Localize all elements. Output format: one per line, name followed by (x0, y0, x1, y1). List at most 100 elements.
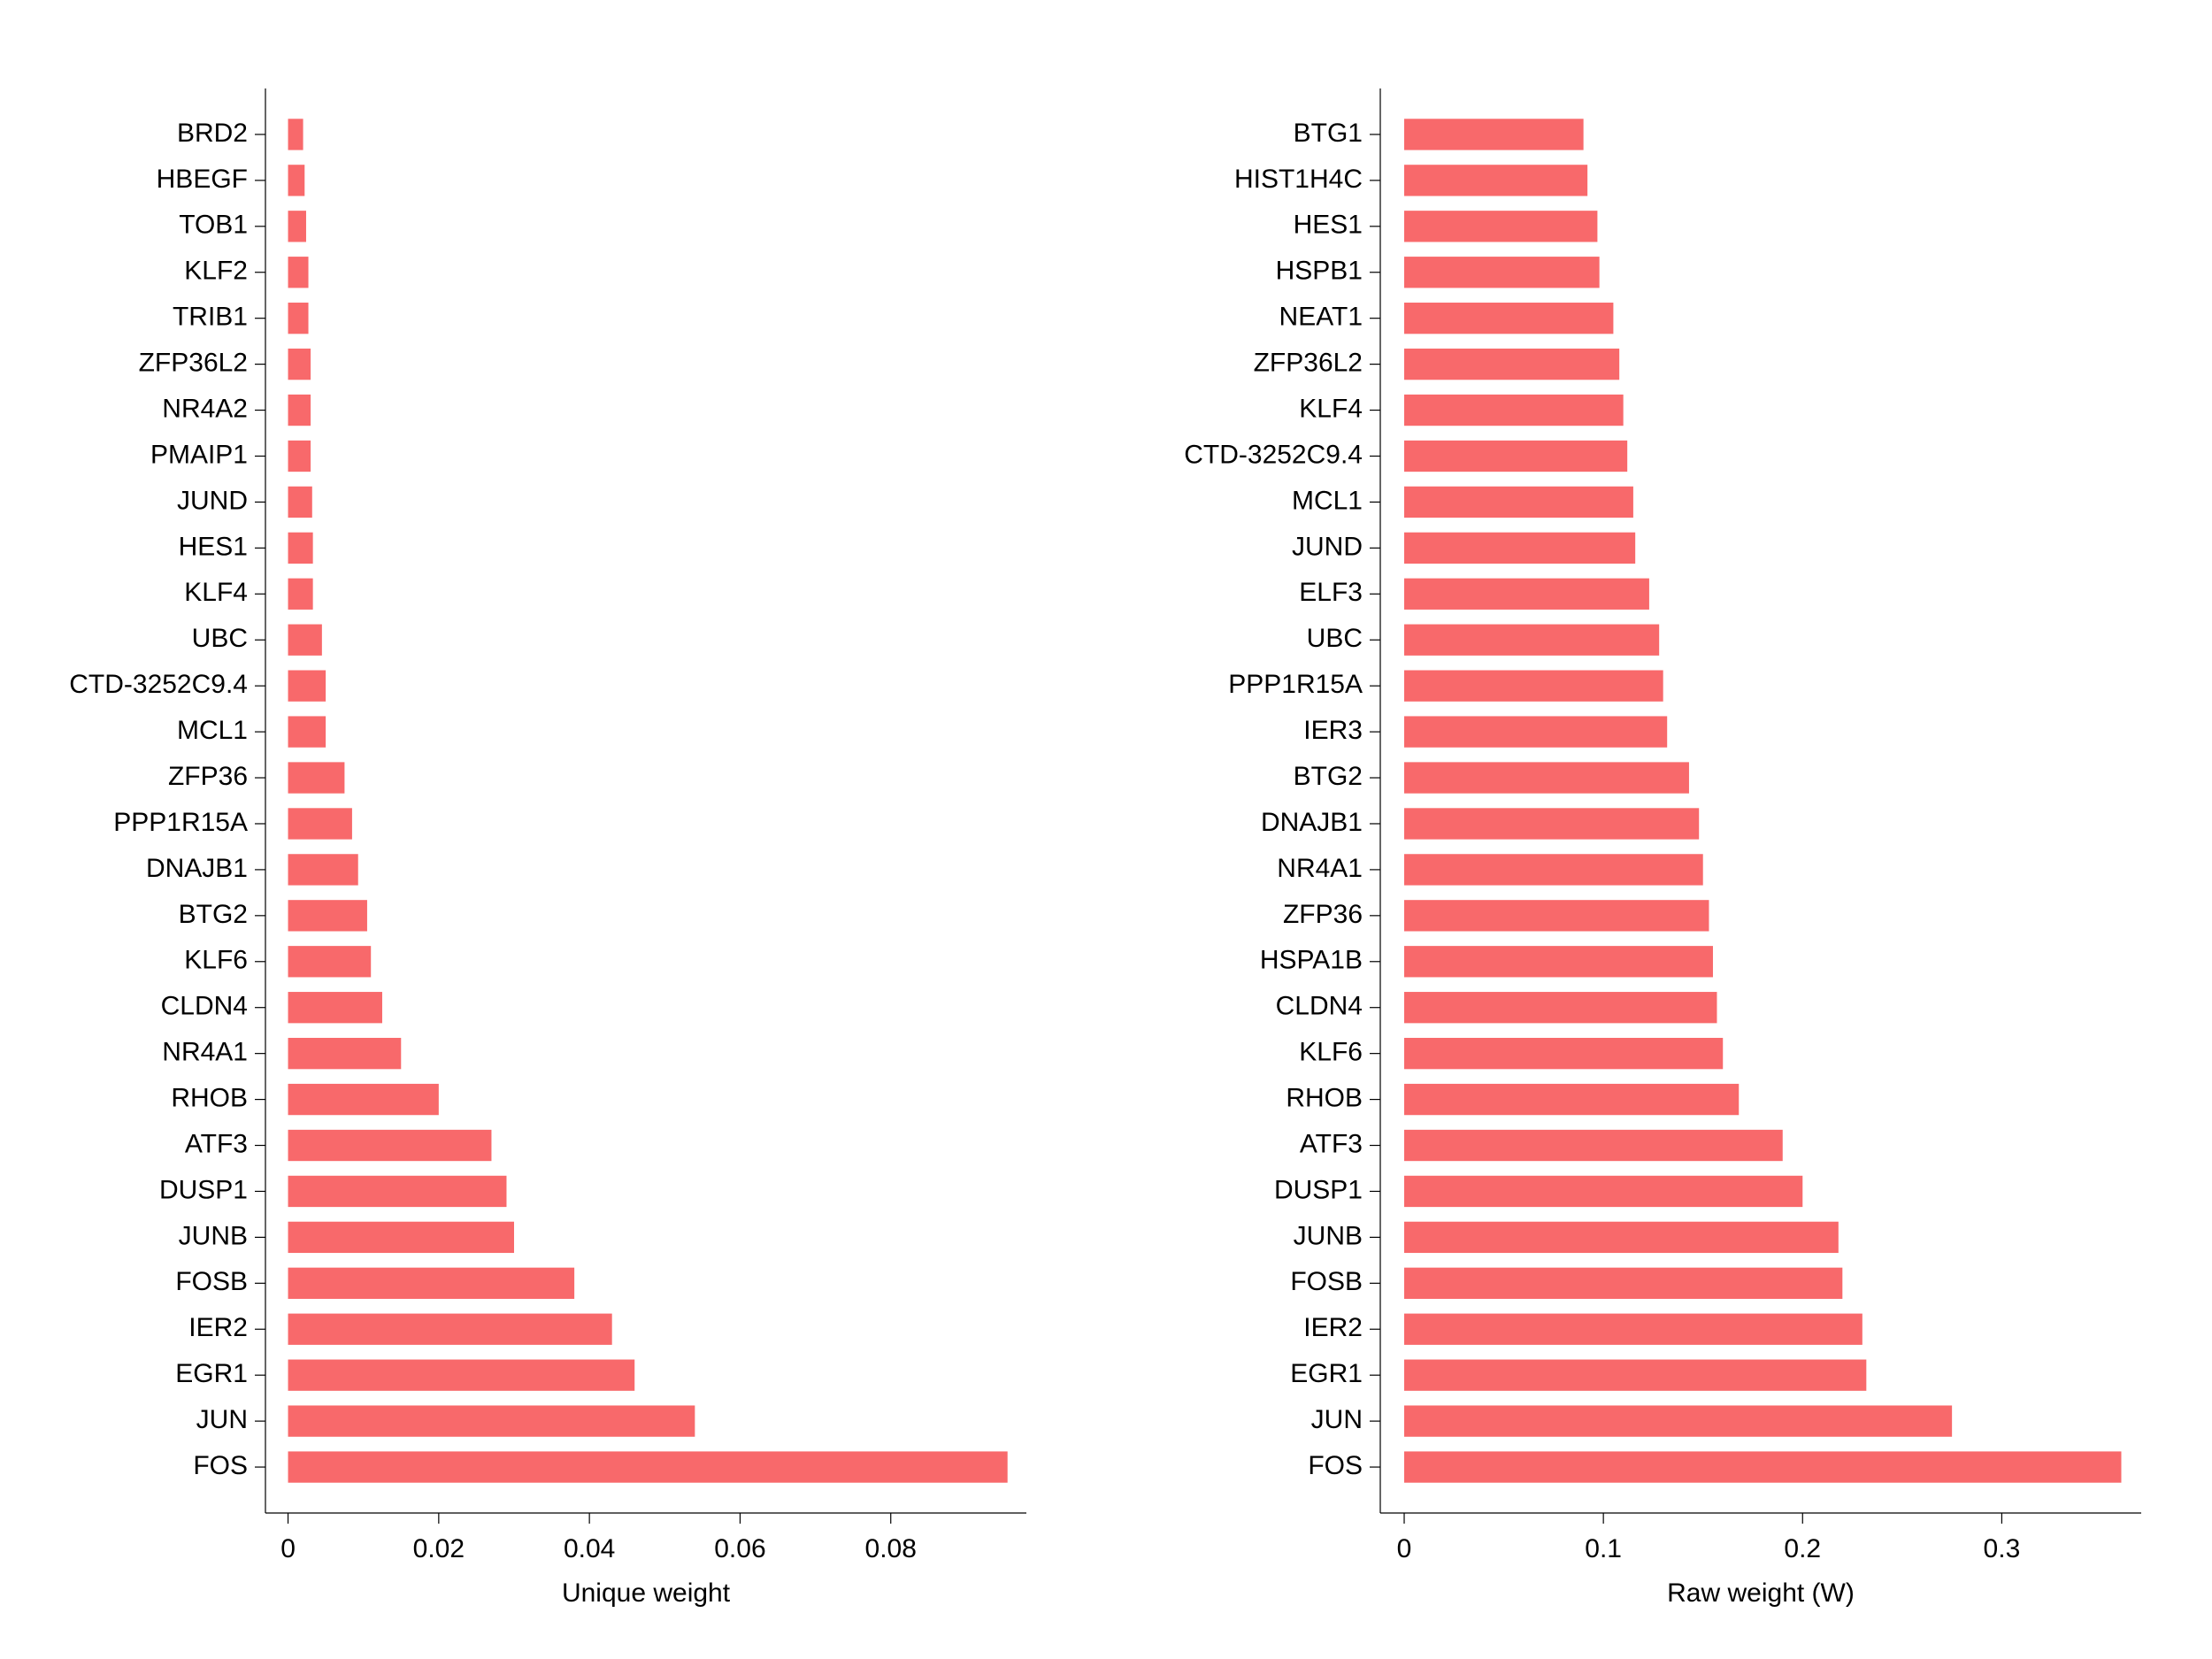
category-label: MCL1 (1292, 486, 1363, 515)
bar (288, 211, 306, 242)
x-tick-label: 0 (280, 1534, 296, 1563)
category-label: DUSP1 (159, 1175, 248, 1204)
bar (1404, 533, 1635, 564)
bar (288, 1084, 439, 1115)
bar (288, 441, 311, 472)
bar (1404, 165, 1587, 196)
category-label: FOS (1308, 1451, 1363, 1480)
category-label: ATF3 (185, 1129, 248, 1158)
category-label: HES1 (179, 532, 248, 561)
category-label: RHOB (1286, 1084, 1363, 1113)
category-label: EGR1 (175, 1359, 248, 1388)
category-label: NEAT1 (1279, 303, 1363, 332)
category-label: NR4A1 (162, 1038, 248, 1067)
bar (288, 303, 309, 334)
category-label: UBC (192, 624, 248, 653)
bar (288, 808, 352, 839)
category-label: BTG2 (1294, 762, 1363, 791)
bar (288, 1176, 507, 1207)
bar (288, 487, 312, 518)
figure-root: BRD2HBEGFTOB1KLF2TRIB1ZFP36L2NR4A2PMAIP1… (0, 0, 2212, 1659)
category-label: JUND (177, 486, 248, 515)
bar (288, 716, 326, 747)
category-label: JUN (196, 1405, 248, 1434)
bar (288, 1451, 1008, 1482)
category-label: PPP1R15A (113, 808, 248, 837)
category-label: JUND (1292, 532, 1363, 561)
category-label: CTD-3252C9.4 (1184, 440, 1363, 469)
bar (1404, 579, 1649, 610)
bar (1404, 1451, 2121, 1482)
bar (288, 1314, 612, 1345)
bar (1404, 1405, 1952, 1436)
bar (1404, 349, 1619, 380)
bar (288, 1268, 575, 1299)
category-label: BTG2 (179, 900, 248, 929)
bar (1404, 946, 1713, 977)
category-label: HSPB1 (1276, 257, 1363, 286)
category-label: KLF6 (184, 946, 248, 975)
category-label: JUN (1311, 1405, 1363, 1434)
category-label: HIST1H4C (1234, 165, 1363, 194)
category-label: KLF4 (1299, 394, 1363, 423)
category-label: ZFP36L2 (1254, 349, 1363, 378)
x-tick-label: 0.04 (564, 1534, 615, 1563)
bar (288, 946, 372, 977)
category-label: ZFP36L2 (139, 349, 248, 378)
x-tick-label: 0.2 (1784, 1534, 1821, 1563)
category-label: ELF3 (1299, 578, 1363, 607)
x-axis-label: Raw weight (W) (1667, 1578, 1855, 1608)
category-label: FOS (193, 1451, 248, 1480)
category-label: KLF4 (184, 578, 248, 607)
x-tick-label: 0.1 (1585, 1534, 1622, 1563)
bar (1404, 854, 1703, 885)
bar (288, 257, 309, 288)
category-label: NR4A2 (162, 394, 248, 423)
bar (1404, 1084, 1739, 1115)
bar (1404, 303, 1613, 334)
category-label: ZFP36 (1283, 900, 1363, 929)
x-tick-label: 0.02 (413, 1534, 465, 1563)
category-label: JUNB (1294, 1221, 1363, 1250)
bar (1404, 1130, 1783, 1161)
bar (288, 1038, 402, 1069)
bar (1404, 441, 1627, 472)
bar (288, 165, 305, 196)
bar (1404, 257, 1600, 288)
figure-svg: BRD2HBEGFTOB1KLF2TRIB1ZFP36L2NR4A2PMAIP1… (0, 0, 2212, 1659)
bar (288, 1405, 695, 1436)
bar (288, 395, 311, 426)
bar (288, 119, 303, 150)
category-label: KLF2 (184, 257, 248, 286)
bar (288, 1360, 635, 1391)
bar (1404, 808, 1699, 839)
category-label: CTD-3252C9.4 (69, 670, 248, 699)
x-tick-label: 0.08 (865, 1534, 917, 1563)
bar (288, 992, 382, 1023)
bar (288, 625, 322, 656)
bar (288, 854, 358, 885)
category-label: PPP1R15A (1228, 670, 1363, 699)
category-label: UBC (1307, 624, 1363, 653)
category-label: DUSP1 (1274, 1175, 1363, 1204)
category-label: EGR1 (1290, 1359, 1363, 1388)
category-label: BTG1 (1294, 119, 1363, 148)
category-label: IER3 (1303, 716, 1363, 745)
category-label: ATF3 (1300, 1129, 1363, 1158)
bar (1404, 1360, 1866, 1391)
category-label: IER2 (1303, 1313, 1363, 1342)
bar (288, 671, 326, 702)
bar (288, 900, 367, 931)
bar (1404, 211, 1597, 242)
x-tick-label: 0 (1397, 1534, 1412, 1563)
category-label: DNAJB1 (1261, 808, 1363, 837)
bar (1404, 992, 1717, 1023)
bar (1404, 900, 1709, 931)
category-label: FOSB (175, 1267, 248, 1296)
category-label: BRD2 (177, 119, 248, 148)
bar (288, 349, 311, 380)
category-label: TRIB1 (173, 303, 248, 332)
bar (1404, 1268, 1842, 1299)
bar (1404, 762, 1689, 793)
bar (1404, 625, 1659, 656)
